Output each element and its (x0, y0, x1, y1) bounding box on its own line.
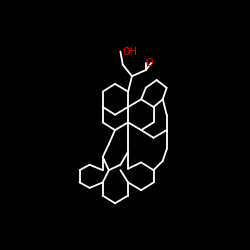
Text: O: O (146, 58, 154, 68)
Text: OH: OH (123, 46, 138, 56)
